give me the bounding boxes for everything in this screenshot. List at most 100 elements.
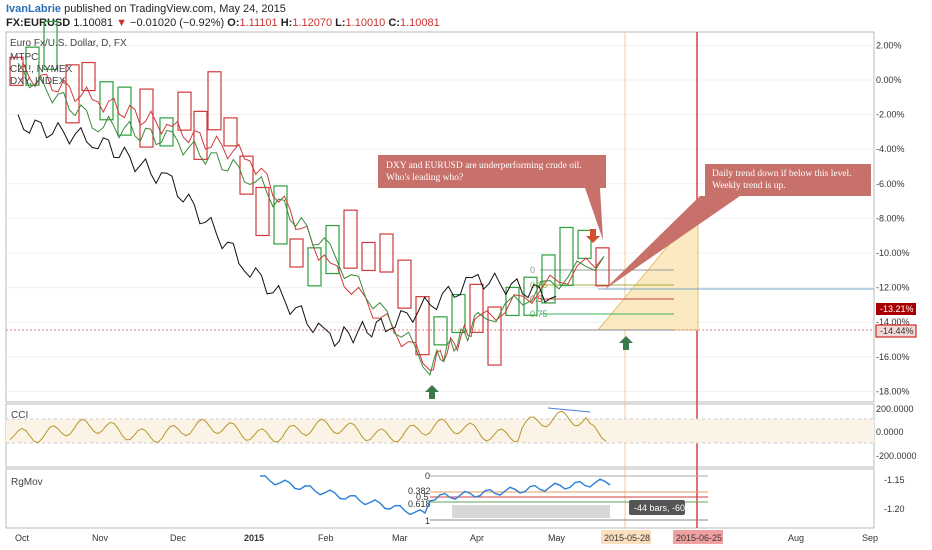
close-label: C: [388,17,400,29]
main-pane [5,31,875,403]
mtpc-box [289,238,304,268]
mtpc-box [361,241,376,272]
fib-label: 0.75 [530,309,548,319]
rgmov-fib-0: 0 [425,471,430,481]
callout-1-line1: DXY and EURUSD are underperforming crude… [386,160,582,171]
mtpc-box [577,229,592,259]
cci-tick-m200: -200.0000 [876,451,917,461]
right-axis-tick: -18.00% [876,386,910,396]
mtpc-box [325,224,340,275]
mtpc-box [487,306,502,366]
high-label: H: [280,17,293,29]
cci-band [6,419,874,443]
mtpc-box [65,64,80,124]
measure-tooltip [629,500,685,515]
legend-cl: CL1!, NYMEX [10,64,73,75]
callout-1-line2: Who's leading who? [386,173,463,183]
mtpc-box [415,296,430,356]
open-label: O: [227,17,240,29]
mtpc-box [469,283,484,333]
publish-line: IvanLabrie published on TradingView.com,… [6,3,286,15]
mtpc-box [177,91,192,131]
low-label: L: [335,17,346,29]
mtpc-box [451,293,466,334]
mtpc-box [273,185,288,245]
rgmov-fib-5: 0.5 [416,492,429,502]
mtpc-box [255,186,270,237]
mtpc-box [193,110,208,160]
date-badge-1-text: 2015-05-28 [604,533,650,543]
right-axis-tick: -8.00% [876,213,905,223]
mtpc-box [595,247,610,287]
date-badge-1 [601,530,651,544]
open-value: 1.11101 [239,17,278,29]
callout-1[interactable]: DXY and EURUSD are underperforming crude… [378,155,606,240]
rgmov-fib-382: 0.382 [408,486,431,496]
mtpc-box [43,20,58,70]
time-axis-tick: Aug [788,533,804,543]
mtpc-box [25,46,40,86]
low-value: 1.10010 [345,17,386,29]
time-axis-tick: Oct [15,533,30,543]
rgmov-fib-1: 1 [425,516,430,526]
callout-2-line1: Daily trend down if below this level. [712,168,852,179]
badge-a [876,303,916,315]
time-axis-tick: Mar [392,533,408,543]
series-line-1 [17,63,605,377]
fib-label: 0 [530,265,535,275]
mtpc-box [81,61,96,92]
mtpc-box [223,117,238,147]
right-axis-tick: -10.00% [876,248,910,258]
time-axis-tick: Sep [862,533,878,543]
mtpc-box [139,88,154,148]
publish-info: published on TradingView.com, May 24, 20… [64,3,286,15]
badge-a-text: -13.21% [880,304,914,314]
series-line-2 [17,114,557,348]
down-arrow-icon: ▼ [116,17,127,29]
right-axis-tick: -2.00% [876,110,905,120]
callout-2-line2: Weekly trend is up. [712,181,786,191]
mtpc-box [239,155,254,195]
rgmov-pane [5,468,875,529]
callout-2[interactable]: Daily trend down if below this level. We… [604,164,871,290]
mtpc-box [433,316,448,346]
cci-tick-0: 0.0000 [876,427,904,437]
right-axis-tick: 2.00% [876,40,902,50]
rgmov-fib-618: 0.618 [408,499,431,509]
mtpc-box [379,233,394,273]
date-badge-2-text: 2015-06-25 [676,533,722,543]
fib-label: 0.5 [530,294,543,304]
right-axis-tick: -6.00% [876,179,905,189]
right-axis-tick: -12.00% [876,283,910,293]
rgmov-tick-2: -1.20 [884,504,905,514]
right-axis-tick: -14.00% [876,317,910,327]
cci-divergence-line [547,407,591,413]
right-axis-tick: -4.00% [876,144,905,154]
symbol: FX:EURUSD [6,17,71,29]
mtpc-box [9,56,24,86]
rgmov-title: RgMov [11,477,43,488]
legend-mtpc: MTPC [10,52,38,63]
cci-title: CCI [11,410,28,421]
time-axis-tick: Nov [92,533,109,543]
up-arrow-icon [619,336,633,350]
price-change: −0.01020 (−0.92%) [130,17,225,29]
legend-dxy: DXY, INDEX [10,76,66,87]
series-line-0 [17,63,605,371]
date-badge-2 [673,530,723,544]
down-arrow-icon [586,229,600,243]
high-value: 1.12070 [292,17,333,29]
right-axis-tick: 0.00% [876,75,902,85]
measure-tooltip-text: -44 bars, -60 d [634,503,693,513]
mtpc-box [99,81,114,121]
mtpc-box [541,254,556,304]
time-axis-tick: Apr [470,533,484,543]
close-value: 1.10081 [399,17,440,29]
time-axis-tick: Feb [318,533,334,543]
right-axis-tick: -16.00% [876,352,910,362]
mtpc-box [207,71,222,131]
time-axis-tick: 2015 [244,533,264,543]
rgmov-measure-box [452,505,610,518]
author-link[interactable]: IvanLabrie [6,3,62,15]
